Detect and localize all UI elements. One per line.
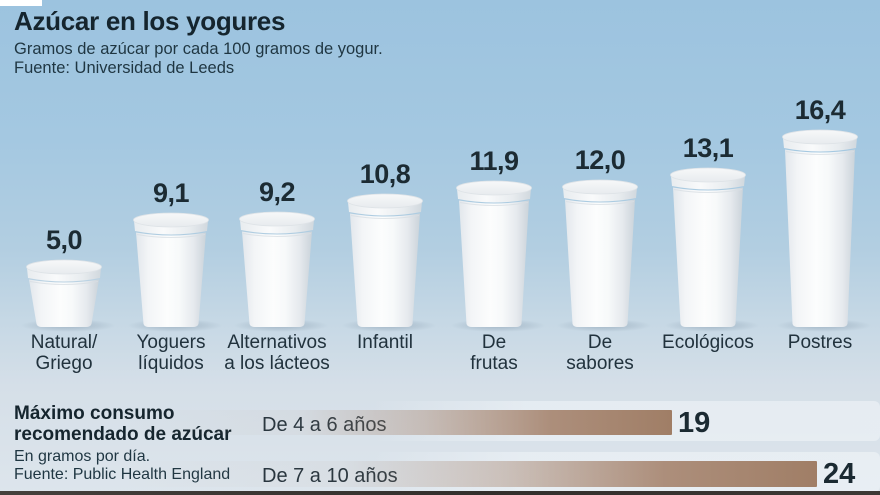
- cup-category-label: Postres: [787, 332, 853, 353]
- bar-fill: [121, 410, 672, 435]
- yogurt-cup: [456, 180, 532, 327]
- cup-value: 5,0: [45, 225, 83, 255]
- bar-value: 19: [678, 407, 711, 439]
- yogurt-cup: [670, 167, 746, 327]
- cup-value: 9,1: [152, 178, 190, 208]
- yogurt-cup-column: 10,8 Infantil: [325, 0, 445, 380]
- yogurt-cup: [347, 193, 423, 327]
- chart-subtitle: Gramos de azúcar por cada 100 gramos de …: [14, 40, 383, 58]
- yogurt-cup-column: 9,1 Yoguers líquidos: [111, 0, 231, 380]
- cup-value: 9,2: [258, 177, 296, 207]
- yogurt-cup-column: 5,0 Natural/ Griego: [4, 0, 124, 380]
- cup-value: 10,8: [359, 159, 411, 189]
- cup-category-label: Alternativos a los lácteos: [224, 332, 330, 374]
- cup-category-label: De sabores: [566, 332, 634, 374]
- cup-value: 16,4: [794, 95, 846, 125]
- yogurt-cup: [782, 129, 858, 327]
- yogurt-cup: [239, 211, 315, 327]
- yogurt-cup-column: 12,0 De sabores: [540, 0, 660, 380]
- cup-category-label: Infantil: [357, 332, 413, 353]
- cup-value: 13,1: [682, 133, 734, 163]
- cup-value: 12,0: [574, 145, 626, 175]
- yogurt-cup: [26, 259, 102, 327]
- header: Azúcar en los yogures Gramos de azúcar p…: [14, 6, 383, 78]
- yogurt-cup-column: 11,9 De frutas: [434, 0, 554, 380]
- cup-category-label: Yoguers líquidos: [136, 332, 206, 374]
- corner-chip: [0, 0, 42, 6]
- yogurt-cup-column: 9,2 Alternativos a los lácteos: [217, 0, 337, 380]
- bar-value: 24: [823, 458, 856, 490]
- page-title: Azúcar en los yogures: [14, 6, 286, 36]
- yogurt-cup-column: 16,4 Postres: [760, 0, 880, 380]
- bar-fill: [121, 461, 817, 487]
- yogurt-cup-column: 13,1 Ecológicos: [648, 0, 768, 380]
- bottom-edge-strip: [0, 491, 880, 495]
- cup-value: 11,9: [469, 146, 519, 176]
- yogurt-cup: [133, 212, 209, 327]
- cup-category-label: Natural/ Griego: [30, 332, 98, 374]
- chart-source: Fuente: Universidad de Leeds: [14, 59, 235, 77]
- section-note: En gramos por día.: [14, 448, 151, 465]
- cup-category-label: Ecológicos: [662, 332, 754, 353]
- cup-category-label: De frutas: [470, 332, 518, 374]
- yogurt-cup: [562, 179, 638, 327]
